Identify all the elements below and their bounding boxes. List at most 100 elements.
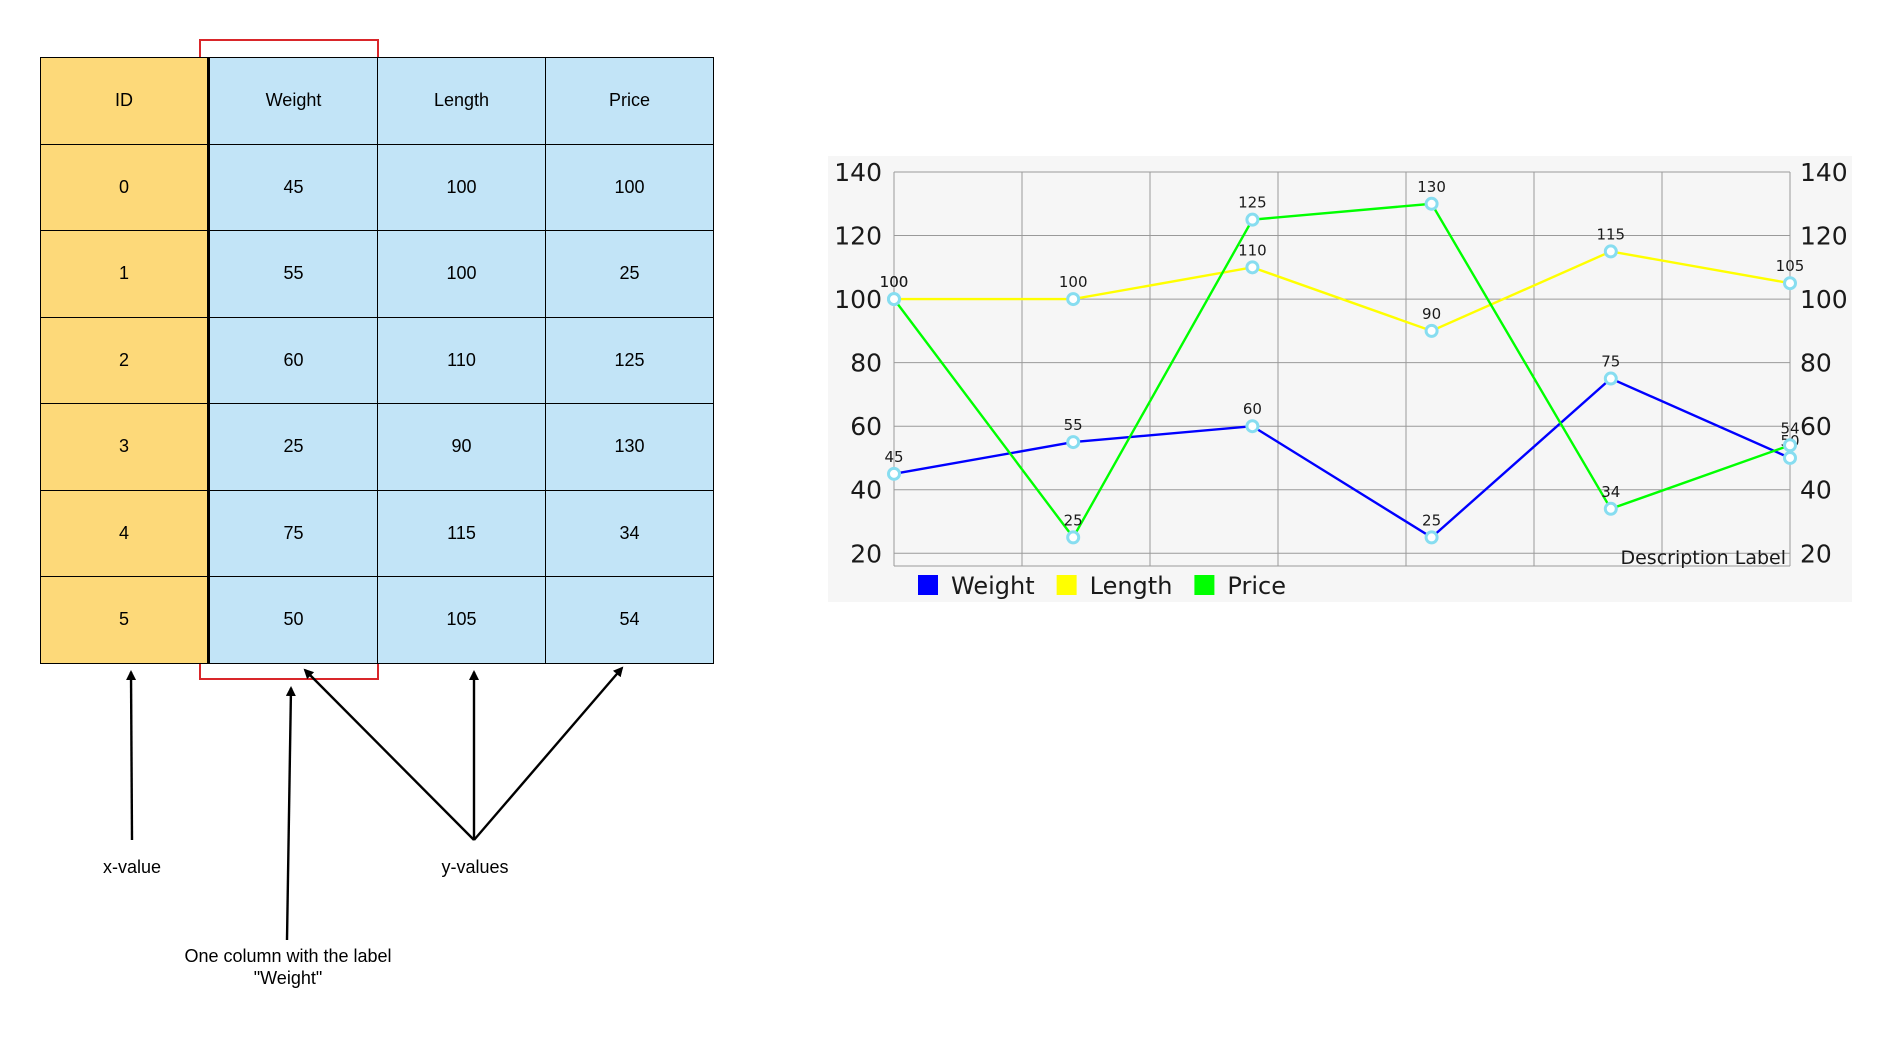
data-label-weight: 25 [1422,511,1441,529]
x-value-arrow [126,670,137,841]
header-id: ID [40,57,210,145]
price-cell: 125 [545,316,714,404]
legend-swatch-length [1056,575,1077,595]
table-row: 4 75 115 34 [40,489,714,577]
id-cell: 2 [40,316,210,404]
data-label-length: 100 [880,273,909,291]
table-row: 0 45 100 100 [40,143,714,231]
data-label-weight: 45 [884,448,903,466]
length-cell: 100 [377,230,546,318]
data-point-length [1603,244,1618,259]
series-line-price [893,202,1791,540]
data-label-weight: 55 [1064,416,1083,434]
table-row: 1 55 100 25 [40,230,714,318]
right-axis-tick-label: 100 [1800,285,1848,314]
y-values-label: y-values [441,857,509,877]
price-cell: 25 [545,230,714,318]
table-row: 5 50 105 54 [40,576,714,664]
x-value-label: x-value [102,857,162,877]
right-axis-tick-label: 80 [1800,349,1832,378]
data-label-price: 54 [1780,419,1799,437]
weight-cell: 25 [208,403,378,491]
data-point-length [1424,323,1439,338]
table-row: 2 60 110 125 [40,316,714,404]
length-cell: 105 [377,576,546,664]
data-point-price [887,292,901,307]
table-header-row: ID Weight Length Price [40,57,714,145]
series-line-weight [893,377,1791,539]
id-cell: 4 [40,489,210,577]
legend-swatch-weight [918,575,938,595]
left-axis-tick-label: 100 [834,285,882,314]
data-point-price [1245,212,1260,227]
data-label-length: 90 [1422,305,1441,323]
y-values-arrow-weight [303,668,475,841]
id-cell: 5 [40,576,210,664]
data-point-weight [1603,371,1618,386]
data-point-price [1603,501,1618,516]
weight-cell: 75 [208,489,378,577]
weight-cell: 45 [208,143,378,231]
data-label-price: 34 [1601,483,1620,501]
data-point-length [1066,292,1081,307]
table-row: 3 25 90 130 [40,403,714,491]
weight-cell: 60 [208,316,378,404]
length-cell: 110 [377,316,546,404]
left-axis-tick-label: 60 [850,412,882,441]
data-label-weight: 75 [1601,353,1620,371]
id-cell: 0 [40,143,210,231]
column-note-label: One column with the label "Weight" [168,945,408,989]
length-cell: 100 [377,143,546,231]
data-table: ID Weight Length Price 0 45 100 100 1 55… [40,57,714,664]
data-point-length [1783,276,1797,291]
data-label-price: 125 [1238,194,1267,212]
price-cell: 34 [545,489,714,577]
data-label-length: 115 [1596,225,1625,243]
data-point-weight [1066,435,1081,450]
line-chart: 140 120 100 80 60 40 20 140 120 100 80 60 40 20 45 55 60… [828,156,1852,602]
data-label-length: 105 [1776,257,1805,275]
legend-swatch-price [1194,575,1215,595]
data-point-price [1783,438,1797,453]
header-price: Price [545,57,714,145]
right-axis-tick-label: 20 [1800,539,1832,568]
data-point-weight [1424,530,1439,545]
data-point-price [1424,196,1439,211]
id-cell: 1 [40,230,210,318]
column-note-line-1: One column with the label [184,946,392,966]
weight-cell: 50 [208,576,378,664]
right-axis-tick-label: 120 [1800,222,1848,251]
left-axis-tick-label: 20 [850,539,882,568]
right-axis-tick-label: 60 [1800,412,1832,441]
price-cell: 100 [545,143,714,231]
column-note-arrow [285,686,296,941]
data-point-price [1066,530,1081,545]
data-point-weight [1783,450,1797,465]
data-point-weight [887,466,901,481]
right-axis-tick-label: 40 [1800,476,1832,505]
data-point-weight [1245,419,1260,434]
data-label-price: 130 [1417,178,1446,196]
left-axis-tick-label: 40 [850,476,882,505]
legend-label-price: Price [1227,572,1286,600]
chart-canvas: 140 120 100 80 60 40 20 140 120 100 80 60 40 20 45 55 60… [834,158,1848,600]
left-axis-tick-label: 140 [834,158,882,187]
left-axis-tick-label: 120 [834,222,882,251]
id-cell: 3 [40,403,210,491]
column-note-line-2: "Weight" [253,968,323,988]
price-cell: 54 [545,576,714,664]
series-line-length [894,250,1791,333]
data-label-length: 100 [1059,273,1088,291]
length-cell: 90 [377,403,546,491]
data-point-length [1245,260,1260,275]
y-values-arrow-price [473,666,624,841]
length-cell: 115 [377,489,546,577]
description-label: Description Label [1620,547,1786,569]
data-label-price: 100 [880,273,909,291]
legend-label-weight: Weight [951,572,1035,600]
left-axis-tick-label: 80 [850,349,882,378]
data-label-weight: 60 [1243,400,1262,418]
data-label-length: 110 [1238,241,1267,259]
legend-label-length: Length [1090,572,1173,600]
